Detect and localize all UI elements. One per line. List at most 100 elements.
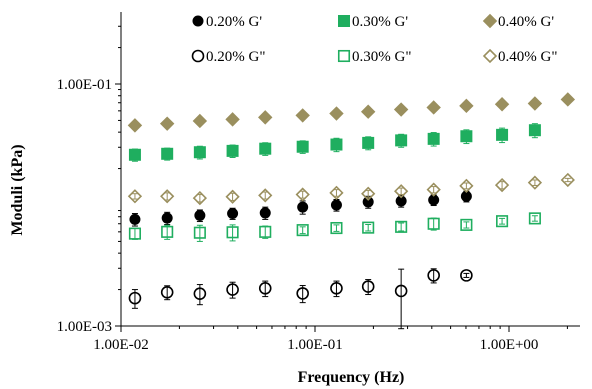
data-point [259, 207, 271, 219]
data-point [494, 177, 510, 193]
legend-label: 0.20% G' [206, 14, 262, 30]
data-point [128, 291, 142, 305]
data-point [330, 138, 343, 151]
legend-marker [482, 13, 498, 29]
data-point [395, 195, 407, 207]
data-point [193, 226, 206, 239]
legend-label: 0.30% G" [352, 49, 411, 65]
data-point [258, 281, 272, 295]
y-axis-title: Moduli (kPa) [9, 144, 26, 235]
data-point [160, 189, 175, 204]
x-tick-label: 1.00E-02 [93, 337, 148, 353]
data-point [161, 147, 174, 160]
data-point [460, 269, 473, 282]
y-tick-label: 1.00E-01 [57, 77, 112, 93]
series-4 [128, 212, 541, 242]
data-point [259, 225, 272, 238]
data-point [297, 201, 309, 213]
data-point [259, 142, 272, 155]
data-point [528, 124, 541, 137]
data-point [395, 220, 408, 233]
data-point [528, 212, 541, 225]
data-point [459, 178, 474, 193]
data-point [329, 185, 344, 200]
data-point [426, 100, 441, 115]
data-point [226, 144, 239, 157]
x-ticks: 1.00E-02 1.00E-01 1.00E+00 [93, 326, 568, 353]
data-point [192, 190, 208, 206]
legend-marker [482, 48, 498, 64]
legend-label: 0.40% G' [498, 14, 554, 30]
data-point [161, 212, 173, 224]
legend-marker [338, 15, 350, 27]
data-point [127, 189, 143, 204]
data-point [330, 221, 343, 235]
x-axis-title: Frequency (Hz) [298, 369, 405, 386]
legend-label: 0.30% G' [352, 14, 408, 30]
data-point [395, 134, 408, 147]
data-point [258, 188, 273, 203]
data-point [560, 92, 576, 107]
data-point [296, 224, 309, 237]
data-point [360, 104, 376, 119]
data-point [127, 118, 143, 133]
data-point [329, 106, 344, 121]
data-point [295, 187, 310, 202]
data-point [361, 280, 375, 293]
data-point [460, 218, 473, 231]
data-point [394, 284, 408, 298]
data-point [128, 227, 141, 240]
series-3 [128, 268, 473, 330]
data-point [159, 116, 175, 131]
data-point [496, 215, 509, 228]
series-5 [127, 172, 575, 206]
series-1 [128, 123, 541, 162]
data-point [161, 225, 174, 238]
legend: 0.20% G' 0.30% G' 0.40% G' 0.20% G" 0.30% G"… [191, 13, 557, 65]
y-tick-label: 1.00E-03 [57, 319, 112, 335]
data-point [496, 128, 509, 141]
data-point [193, 146, 206, 159]
y-ticks: 1.00E-03 1.00E-01 [57, 25, 121, 335]
legend-marker [191, 49, 205, 63]
data-point [361, 186, 376, 201]
x-tick-label: 1.00E-01 [287, 337, 342, 353]
data-point [394, 184, 409, 199]
data-point [427, 269, 440, 282]
data-point [296, 140, 309, 153]
data-point [258, 110, 273, 125]
data-point [227, 208, 239, 220]
data-point [427, 217, 440, 230]
data-point [129, 213, 141, 225]
series-2 [127, 92, 576, 133]
data-point [494, 97, 510, 112]
data-point [296, 287, 309, 300]
data-point [393, 102, 409, 117]
data-point [295, 108, 310, 123]
data-point [426, 182, 441, 197]
data-point [330, 199, 342, 211]
data-point [459, 98, 474, 114]
data-point [362, 136, 375, 149]
data-point [427, 132, 440, 145]
data-point [226, 283, 239, 296]
x-tick-label: 1.00E+00 [480, 337, 539, 353]
data-point [362, 196, 374, 208]
data-point [193, 287, 207, 300]
data-point [128, 148, 141, 161]
data-point [527, 175, 543, 190]
data-point [226, 226, 239, 239]
data-point [560, 172, 575, 188]
legend-marker [192, 15, 204, 27]
data-point [362, 221, 375, 234]
legend-label: 0.40% G" [498, 49, 557, 65]
data-point [192, 113, 208, 129]
data-point [527, 96, 543, 111]
data-point [460, 130, 473, 143]
data-point [225, 189, 240, 204]
data-point [160, 285, 174, 299]
data-series [127, 92, 576, 330]
series-0 [129, 190, 472, 227]
legend-marker [337, 49, 351, 63]
